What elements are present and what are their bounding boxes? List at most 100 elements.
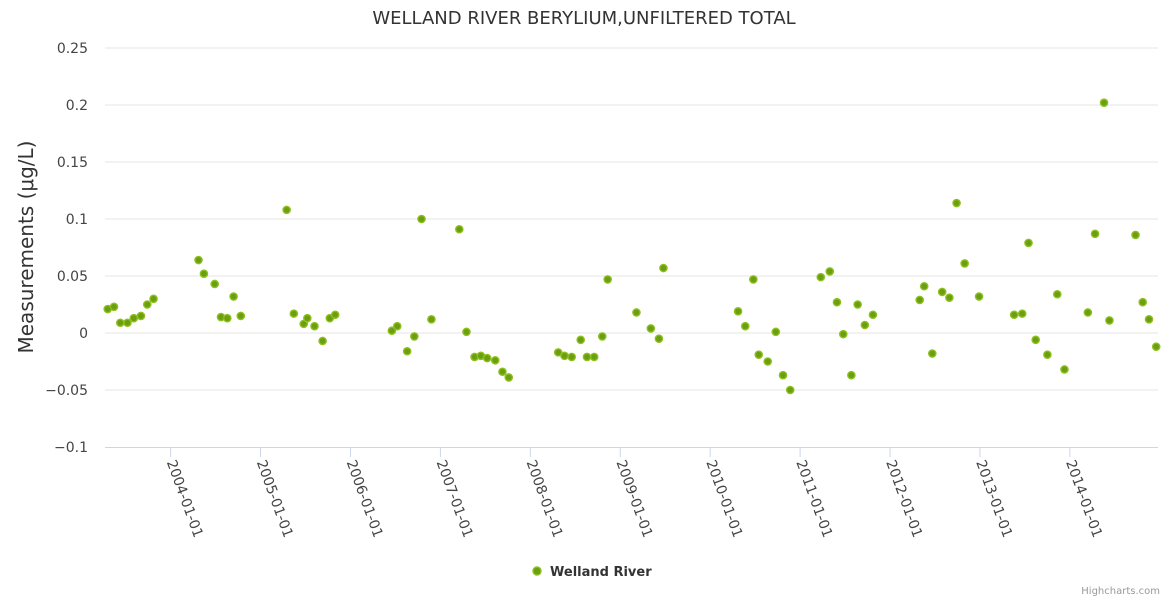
data-point[interactable] bbox=[945, 293, 954, 302]
data-point[interactable] bbox=[654, 334, 664, 344]
x-tick-label: 2014-01-01 bbox=[1062, 458, 1105, 540]
data-point[interactable] bbox=[1083, 308, 1093, 317]
data-point[interactable] bbox=[498, 367, 507, 377]
data-point[interactable] bbox=[763, 357, 773, 366]
data-point[interactable] bbox=[860, 320, 870, 330]
legend-label[interactable]: Welland River bbox=[550, 565, 652, 580]
data-point[interactable] bbox=[853, 300, 862, 309]
data-point[interactable] bbox=[1017, 309, 1027, 318]
data-point[interactable] bbox=[632, 308, 641, 317]
data-point[interactable] bbox=[919, 281, 929, 291]
data-point[interactable] bbox=[740, 321, 750, 331]
data-point[interactable] bbox=[236, 311, 246, 321]
data-point[interactable] bbox=[427, 315, 436, 324]
data-point[interactable] bbox=[1144, 315, 1154, 324]
x-tick-label: 2004-01-01 bbox=[163, 458, 206, 540]
y-tick-label: 0.2 bbox=[66, 98, 88, 114]
data-points[interactable] bbox=[103, 98, 1161, 395]
x-tick-label: 2007-01-01 bbox=[433, 458, 476, 540]
data-point[interactable] bbox=[109, 302, 119, 312]
data-point[interactable] bbox=[1090, 229, 1100, 239]
data-point[interactable] bbox=[482, 353, 492, 363]
data-point[interactable] bbox=[504, 373, 514, 382]
data-point[interactable] bbox=[825, 267, 835, 276]
y-axis-ticks: 0.25 0.2 0.15 0.1 0.05 0 −0.05 −0.1 bbox=[45, 41, 88, 456]
data-point[interactable] bbox=[222, 313, 232, 323]
data-point[interactable] bbox=[974, 292, 984, 301]
data-point[interactable] bbox=[387, 326, 397, 336]
legend[interactable]: Welland River bbox=[532, 565, 652, 580]
data-point[interactable] bbox=[915, 295, 925, 305]
data-point[interactable] bbox=[1099, 98, 1109, 108]
data-point[interactable] bbox=[927, 349, 937, 358]
data-point[interactable] bbox=[1031, 335, 1041, 345]
data-point[interactable] bbox=[1052, 289, 1062, 299]
data-point[interactable] bbox=[1024, 238, 1033, 248]
data-point[interactable] bbox=[454, 224, 464, 234]
data-point[interactable] bbox=[816, 272, 826, 282]
data-point[interactable] bbox=[1151, 342, 1161, 351]
y-tick-label: 0.25 bbox=[57, 41, 88, 57]
data-point[interactable] bbox=[847, 370, 856, 380]
data-point[interactable] bbox=[1009, 310, 1019, 320]
legend-marker[interactable] bbox=[532, 566, 542, 576]
data-point[interactable] bbox=[282, 205, 291, 215]
data-point[interactable] bbox=[330, 310, 340, 320]
y-tick-label: 0 bbox=[79, 326, 88, 342]
data-point[interactable] bbox=[952, 198, 961, 208]
data-point[interactable] bbox=[832, 297, 842, 307]
x-tick-label: 2008-01-01 bbox=[523, 458, 566, 540]
data-point[interactable] bbox=[560, 351, 569, 361]
x-axis: 2004-01-01 2005-01-01 2006-01-01 2007-01-01… bbox=[105, 447, 1158, 540]
y-tick-label: 0.15 bbox=[57, 155, 88, 171]
data-point[interactable] bbox=[417, 214, 426, 224]
data-point[interactable] bbox=[937, 287, 947, 297]
data-point[interactable] bbox=[149, 294, 158, 304]
data-point[interactable] bbox=[567, 352, 577, 362]
data-point[interactable] bbox=[778, 370, 788, 380]
credits-link[interactable]: Highcharts.com bbox=[1081, 586, 1160, 597]
x-tick-label: 2013-01-01 bbox=[972, 458, 1015, 540]
data-point[interactable] bbox=[392, 321, 402, 331]
data-point[interactable] bbox=[194, 255, 203, 265]
data-point[interactable] bbox=[289, 309, 299, 318]
data-point[interactable] bbox=[115, 318, 125, 328]
data-point[interactable] bbox=[199, 269, 209, 279]
data-point[interactable] bbox=[960, 259, 969, 268]
data-point[interactable] bbox=[402, 346, 412, 356]
data-point[interactable] bbox=[733, 307, 743, 316]
data-point[interactable] bbox=[754, 350, 764, 359]
data-point[interactable] bbox=[1060, 365, 1069, 374]
data-point[interactable] bbox=[318, 336, 327, 346]
data-point[interactable] bbox=[868, 310, 878, 320]
data-point[interactable] bbox=[310, 321, 319, 331]
data-point[interactable] bbox=[603, 275, 612, 284]
data-point[interactable] bbox=[129, 313, 139, 323]
data-point[interactable] bbox=[582, 352, 592, 362]
data-point[interactable] bbox=[838, 329, 848, 339]
data-point[interactable] bbox=[490, 356, 500, 365]
data-point[interactable] bbox=[576, 335, 585, 345]
data-point[interactable] bbox=[1131, 230, 1140, 240]
x-tick-label: 2006-01-01 bbox=[343, 458, 386, 540]
data-point[interactable] bbox=[136, 311, 146, 321]
data-point[interactable] bbox=[123, 318, 132, 328]
data-point[interactable] bbox=[553, 348, 563, 357]
data-point[interactable] bbox=[1138, 297, 1148, 307]
data-point[interactable] bbox=[1043, 350, 1052, 359]
data-point[interactable] bbox=[659, 263, 668, 273]
data-point[interactable] bbox=[589, 352, 599, 362]
data-point[interactable] bbox=[597, 332, 607, 341]
data-point[interactable] bbox=[771, 327, 781, 337]
data-point[interactable] bbox=[142, 300, 152, 309]
data-point[interactable] bbox=[210, 279, 220, 289]
data-point[interactable] bbox=[749, 275, 758, 284]
data-point[interactable] bbox=[1105, 316, 1114, 325]
data-point[interactable] bbox=[303, 313, 312, 323]
data-point[interactable] bbox=[646, 324, 656, 333]
data-point[interactable] bbox=[462, 327, 471, 337]
data-point[interactable] bbox=[785, 385, 795, 395]
data-point[interactable] bbox=[229, 292, 238, 301]
data-point[interactable] bbox=[410, 332, 419, 341]
